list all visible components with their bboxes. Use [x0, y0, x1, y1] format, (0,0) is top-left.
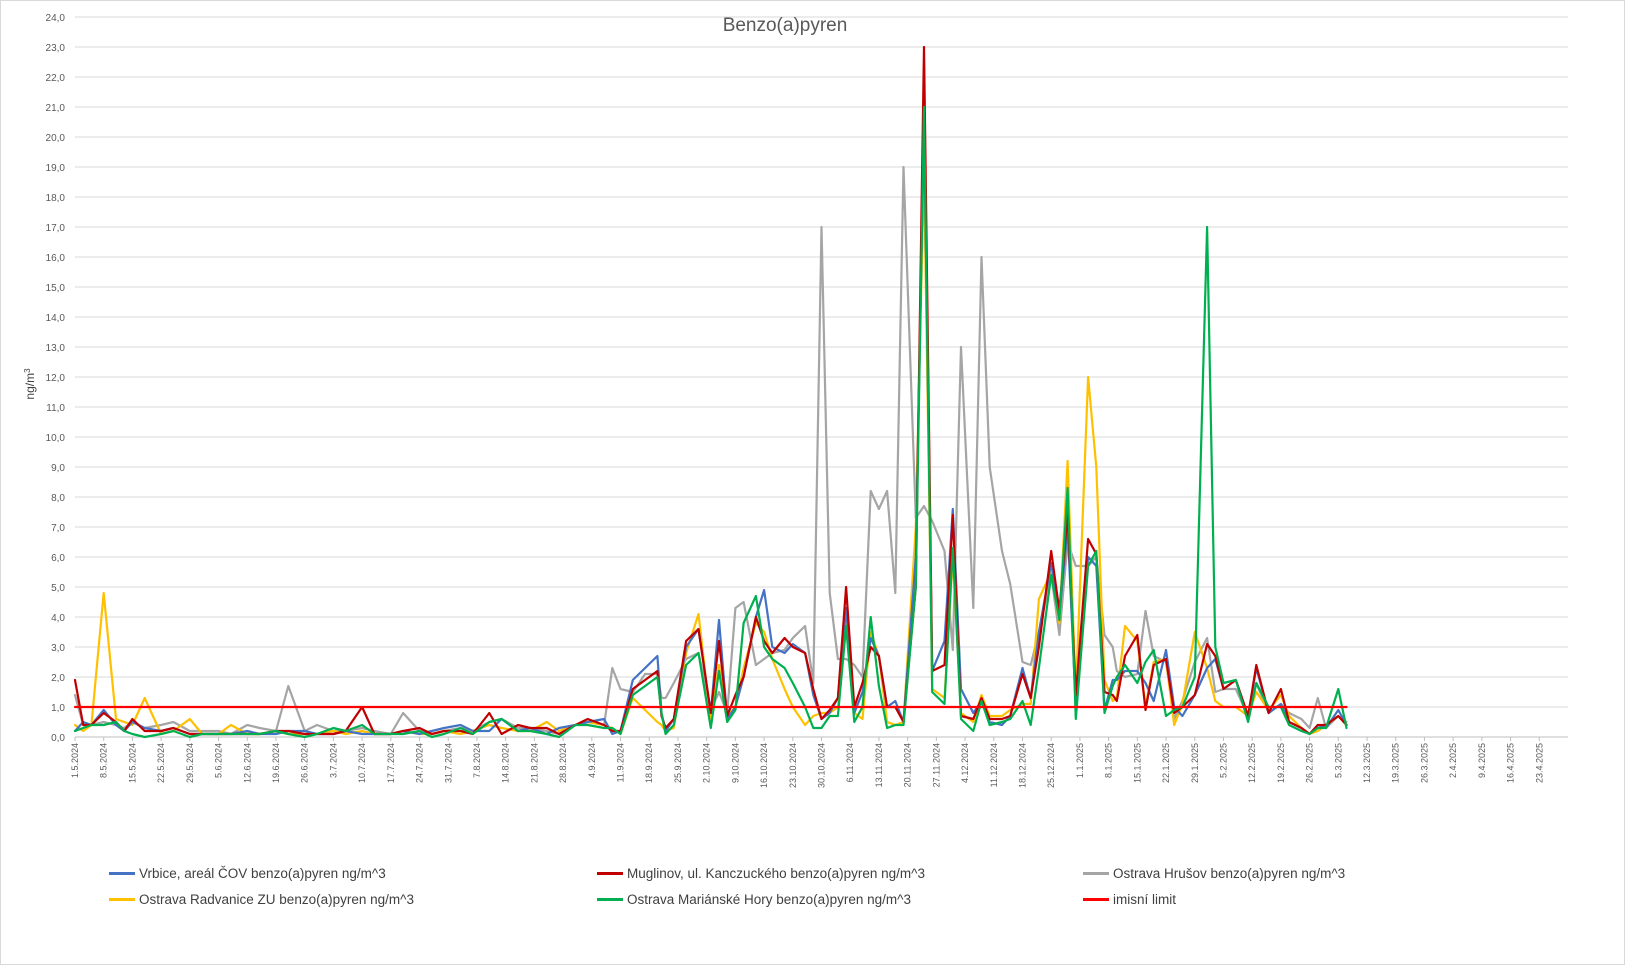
y-tick-label: 16,0 — [46, 253, 66, 264]
series-line-muglinov — [73, 45, 1348, 736]
y-tick-label: 7,0 — [51, 523, 65, 534]
x-tick-label: 1.5.2024 — [70, 743, 80, 778]
x-tick-label: 3.7.2024 — [328, 743, 338, 778]
x-tick-label: 26.3.2025 — [1419, 743, 1429, 783]
y-axis-label: ng/m3 — [23, 368, 38, 400]
x-tick-label: 20.11.2024 — [903, 743, 913, 787]
x-tick-label: 1.1.2025 — [1075, 743, 1085, 778]
x-tick-label: 11.9.2024 — [616, 743, 626, 782]
y-tick-label: 18,0 — [46, 193, 66, 204]
x-tick-label: 5.3.2025 — [1333, 743, 1343, 778]
x-tick-label: 19.6.2024 — [271, 743, 281, 783]
x-tick-label: 15.5.2024 — [127, 743, 137, 783]
x-tick-label: 19.3.2025 — [1391, 743, 1401, 783]
y-tick-label: 21,0 — [46, 103, 66, 114]
series-line-radvanice — [73, 165, 1348, 736]
x-tick-label: 26.2.2025 — [1305, 743, 1315, 783]
x-tick-label: 8.5.2024 — [99, 743, 109, 778]
series-line-hrusov — [73, 165, 1348, 736]
x-tick-label: 23.4.2025 — [1534, 743, 1544, 783]
x-tick-label: 25.12.2024 — [1046, 743, 1056, 788]
y-tick-label: 3,0 — [51, 643, 65, 654]
x-tick-label: 22.5.2024 — [156, 743, 166, 783]
x-tick-label: 24.7.2024 — [415, 743, 425, 783]
x-tick-label: 31.7.2024 — [443, 743, 453, 783]
x-tick-label: 23.10.2024 — [788, 743, 798, 788]
x-tick-label: 27.11.2024 — [931, 743, 941, 787]
y-tick-label: 14,0 — [46, 313, 66, 324]
x-tick-label: 13.11.2024 — [874, 743, 884, 787]
x-tick-label: 12.3.2025 — [1362, 743, 1372, 783]
x-tick-label: 14.8.2024 — [501, 743, 511, 783]
x-tick-label: 9.10.2024 — [730, 743, 740, 783]
x-tick-label: 6.11.2024 — [845, 743, 855, 782]
x-tick-label: 2.4.2025 — [1448, 743, 1458, 778]
x-tick-label: 22.1.2025 — [1161, 743, 1171, 783]
x-tick-label: 2.10.2024 — [702, 743, 712, 783]
y-tick-label: 1,0 — [51, 703, 65, 714]
x-tick-label: 7.8.2024 — [472, 743, 482, 778]
x-tick-label: 15.1.2025 — [1132, 743, 1142, 783]
series-line-marianske-hory — [73, 105, 1348, 739]
x-tick-label: 9.4.2025 — [1477, 743, 1487, 778]
y-tick-label: 22,0 — [46, 73, 66, 84]
x-tick-label: 12.2.2025 — [1247, 743, 1257, 783]
x-tick-label: 18.12.2024 — [1017, 743, 1027, 788]
x-tick-label: 18.9.2024 — [644, 743, 654, 783]
y-tick-label: 8,0 — [51, 493, 65, 504]
y-tick-label: 6,0 — [51, 553, 65, 564]
y-tick-label: 5,0 — [51, 583, 65, 594]
x-tick-label: 12.6.2024 — [242, 743, 252, 783]
y-tick-label: 9,0 — [51, 463, 65, 474]
x-tick-label: 4.12.2024 — [960, 743, 970, 783]
x-tick-label: 11.12.2024 — [989, 743, 999, 787]
y-tick-label: 11,0 — [46, 403, 65, 414]
x-tick-label: 8.1.2025 — [1104, 743, 1114, 778]
y-tick-label: 24,0 — [46, 13, 66, 24]
x-tick-label: 10.7.2024 — [357, 743, 367, 783]
y-tick-label: 0,0 — [51, 733, 65, 744]
x-tick-label: 28.8.2024 — [558, 743, 568, 783]
x-tick-label: 30.10.2024 — [817, 743, 827, 788]
series-line-vrbice — [73, 120, 1348, 736]
x-tick-label: 5.6.2024 — [214, 743, 224, 778]
y-tick-label: 13,0 — [46, 343, 66, 354]
x-tick-label: 4.9.2024 — [587, 743, 597, 778]
x-tick-label: 19.2.2025 — [1276, 743, 1286, 783]
y-tick-label: 19,0 — [46, 163, 66, 174]
x-tick-label: 21.8.2024 — [529, 743, 539, 783]
y-tick-label: 2,0 — [51, 673, 65, 684]
y-tick-label: 20,0 — [46, 133, 66, 144]
y-tick-label: 23,0 — [46, 43, 66, 54]
y-tick-label: 17,0 — [46, 223, 66, 234]
x-tick-label: 5.2.2025 — [1218, 743, 1228, 778]
x-tick-label: 16.4.2025 — [1506, 743, 1516, 783]
x-tick-label: 29.1.2025 — [1190, 743, 1200, 783]
x-tick-label: 25.9.2024 — [673, 743, 683, 783]
chart-title: Benzo(a)pyren — [723, 15, 848, 36]
x-tick-label: 16.10.2024 — [759, 743, 769, 788]
x-tick-label: 29.5.2024 — [185, 743, 195, 783]
y-tick-label: 15,0 — [46, 283, 66, 294]
y-tick-label: 12,0 — [46, 373, 66, 384]
x-tick-label: 17.7.2024 — [386, 743, 396, 783]
y-tick-label: 10,0 — [46, 433, 66, 444]
y-tick-label: 4,0 — [51, 613, 65, 624]
x-tick-label: 26.6.2024 — [300, 743, 310, 783]
